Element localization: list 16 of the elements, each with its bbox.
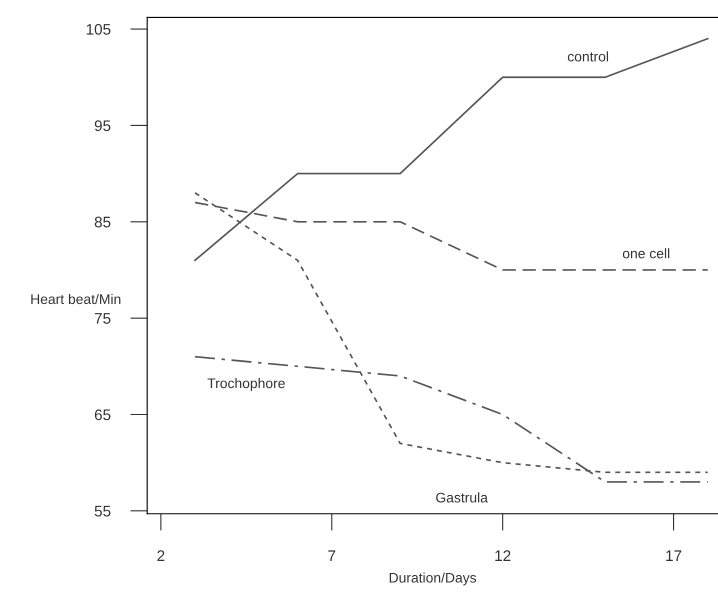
y-tick-label: 75 [94, 313, 110, 324]
series-label: one cell [622, 248, 670, 258]
x-axis-title: Duration/Days [390, 572, 476, 586]
x-tick-label: 7 [328, 550, 336, 561]
x-tick-label: 17 [666, 550, 682, 561]
y-tick-label: 95 [94, 120, 110, 132]
y-tick-label: 105 [86, 24, 110, 35]
x-tick-label: 12 [495, 550, 510, 561]
y-tick-label: 55 [94, 506, 110, 517]
series-label: control [568, 51, 608, 62]
y-axis-title: Heart beat/Min [31, 294, 120, 304]
series-label: Trochophore [208, 378, 285, 391]
text: Gastrula [436, 492, 488, 503]
x-tick-label: 2 [157, 550, 164, 561]
y-tick-label: 85 [94, 216, 110, 228]
y-tick-label: 65 [94, 409, 110, 420]
